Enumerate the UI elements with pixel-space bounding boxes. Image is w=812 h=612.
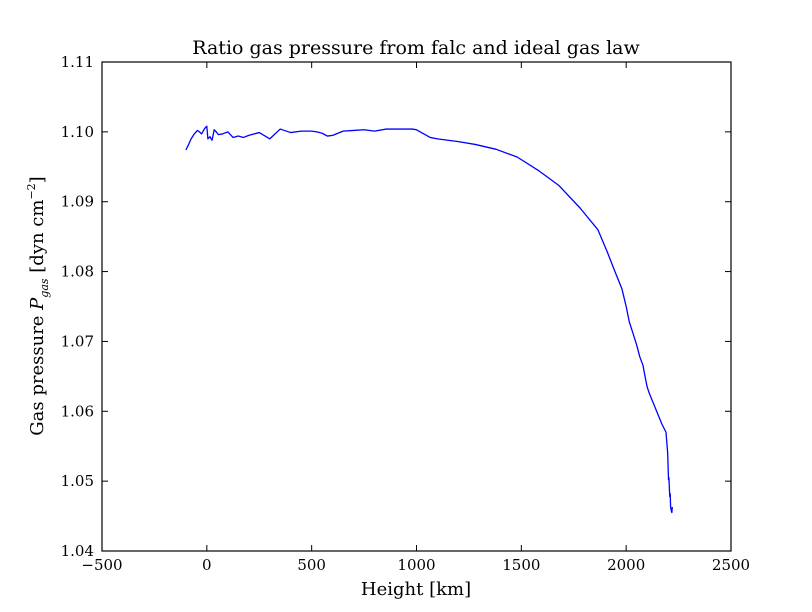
chart-title: Ratio gas pressure from falc and ideal g… (192, 37, 640, 59)
plot-frame (101, 61, 732, 552)
y-axis-label-subscript: gas (38, 278, 51, 298)
x-tick-label: 1000 (397, 556, 435, 574)
y-axis-label-unit: [dyn cm (27, 200, 48, 279)
x-tick-label: 1500 (502, 556, 540, 574)
y-tick-label: 1.07 (61, 332, 94, 350)
x-axis: −500 0 500 1000 1500 2000 2500 (81, 62, 750, 574)
x-tick-label: 2000 (607, 556, 645, 574)
y-axis-label-symbol: P (27, 297, 48, 311)
y-axis-label-superscript: −2 (25, 183, 38, 199)
y-tick-label: 1.10 (61, 123, 94, 141)
y-axis-label-main: Gas pressure (27, 310, 48, 436)
x-tick-label: 2500 (712, 556, 750, 574)
y-axis-label: Gas pressure Pgas [dyn cm−2] (25, 176, 51, 435)
x-axis-label: Height [km] (361, 579, 471, 600)
y-tick-label: 1.11 (61, 53, 94, 71)
y-tick-label: 1.06 (61, 402, 94, 420)
y-tick-label: 1.05 (61, 472, 94, 490)
x-tick-label: 500 (297, 556, 326, 574)
plot-area: −500 0 500 1000 1500 2000 2500 1.041.051.061.0… (61, 53, 751, 574)
y-tick-label: 1.04 (61, 542, 94, 560)
series-line (185, 125, 673, 514)
y-axis: 1.04 1.05 1.06 1.07 1.08 1.09 1.10 1.11 (61, 53, 731, 560)
x-tick-label: −500 (81, 556, 122, 574)
y-tick-label: 1.08 (61, 263, 94, 281)
y-axis-label-unit-end: ] (27, 176, 48, 183)
y-tick-label: 1.09 (61, 193, 94, 211)
x-tick-label: 0 (202, 556, 212, 574)
